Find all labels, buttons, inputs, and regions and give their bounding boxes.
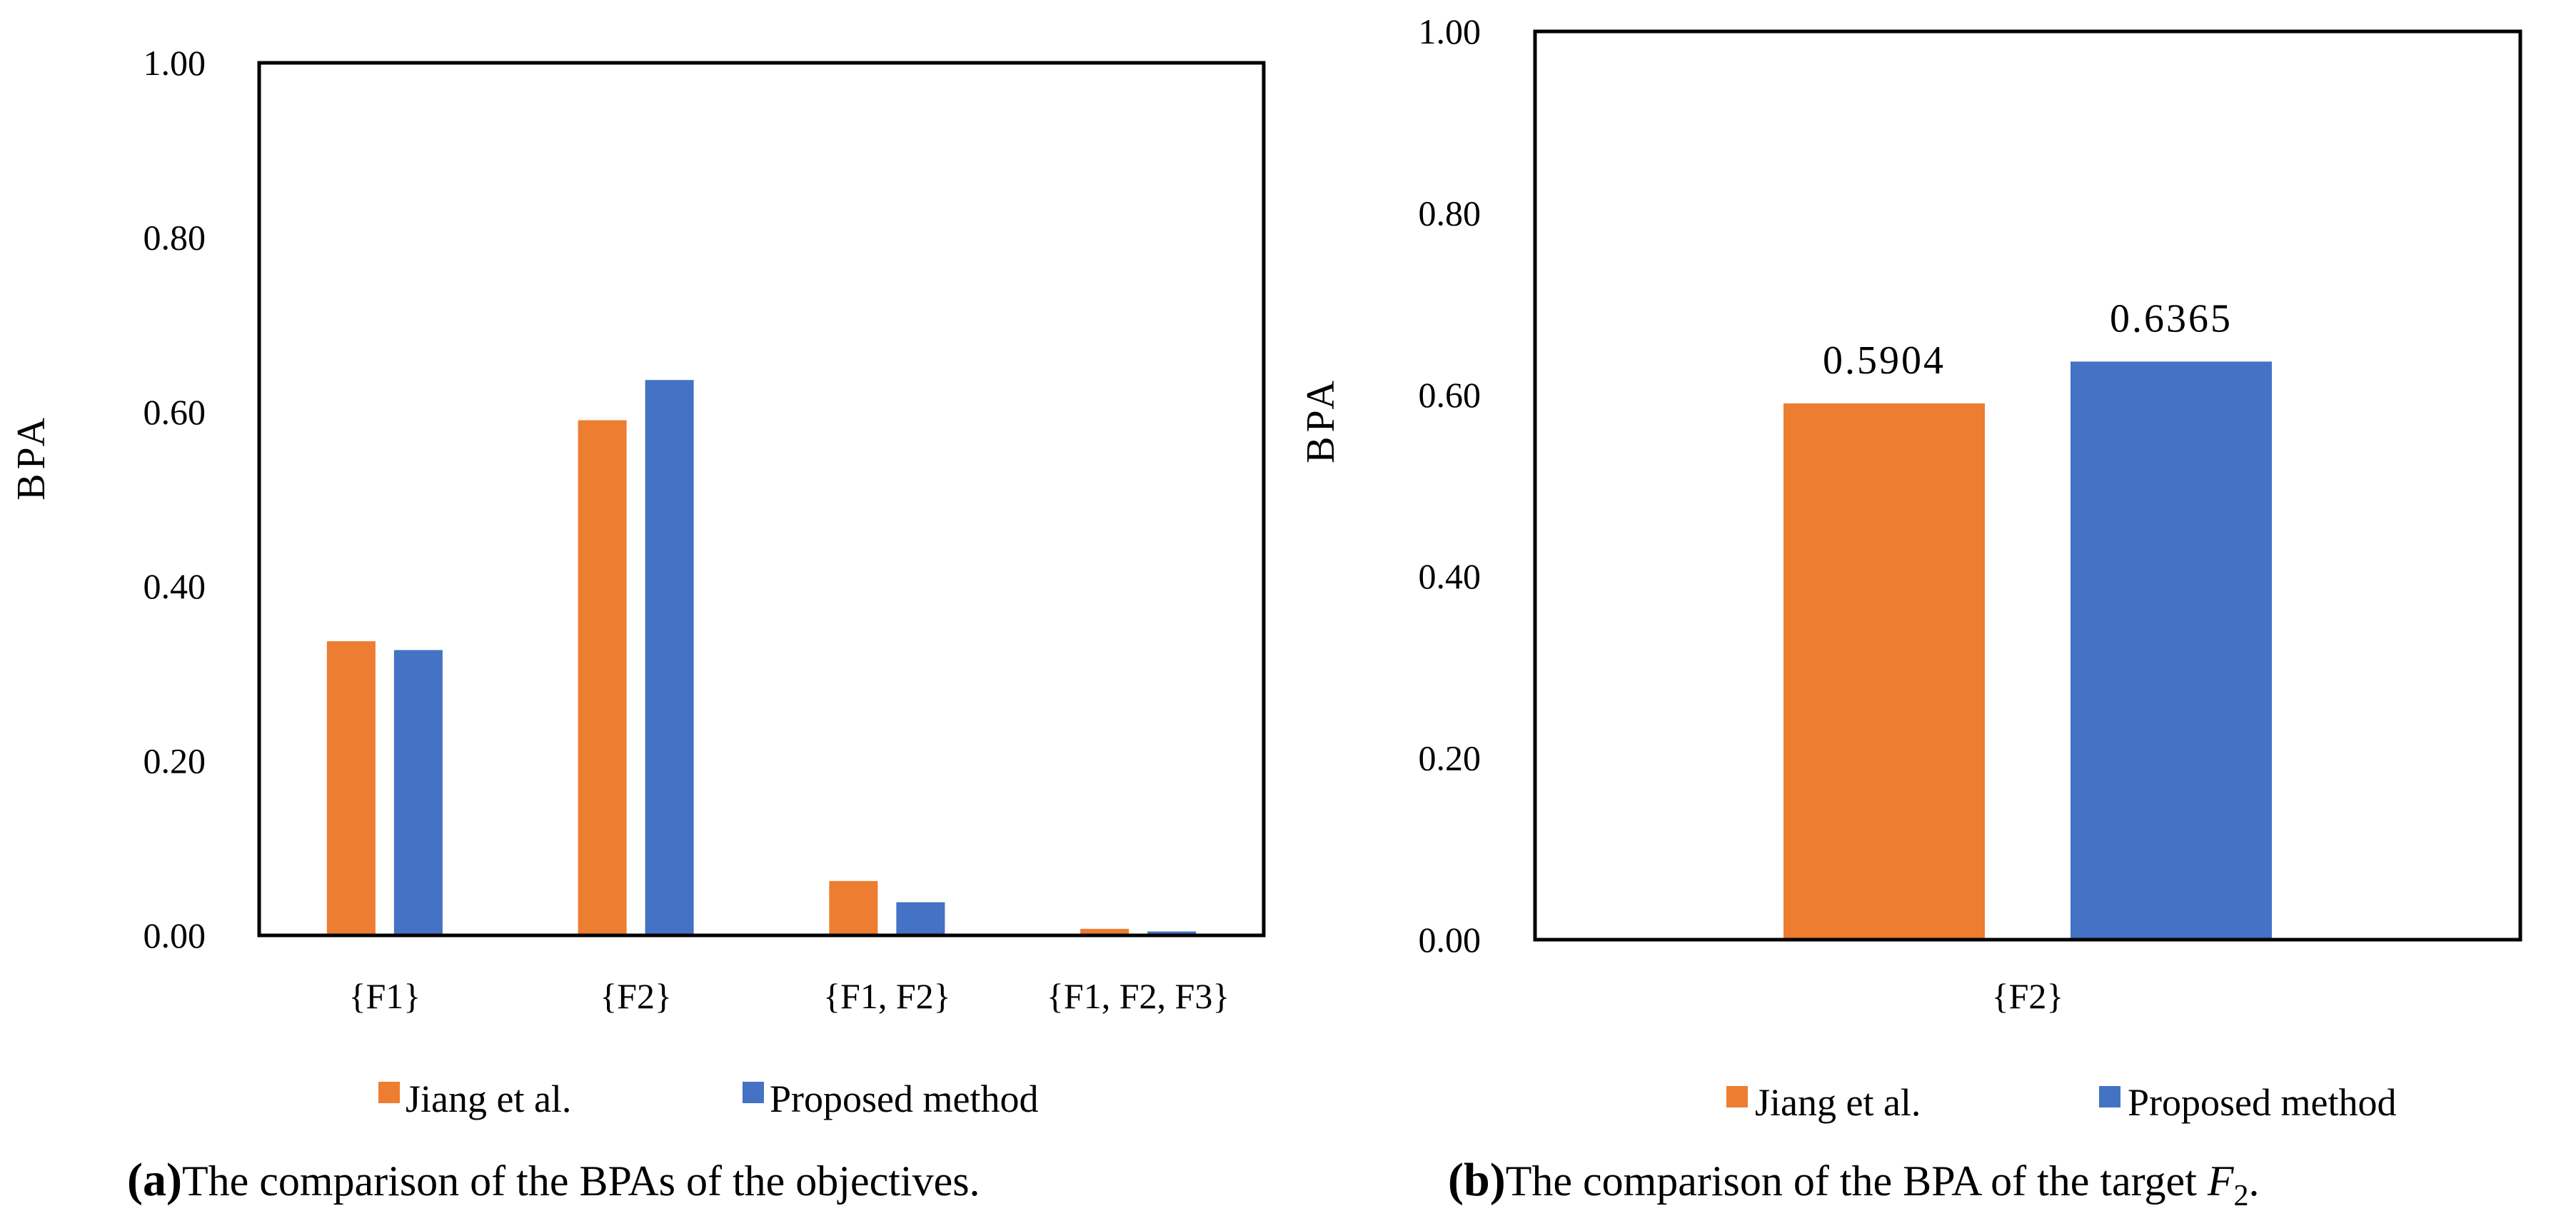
legend-swatch-jiang bbox=[1726, 1086, 1748, 1107]
chart-a-caption: (a)The comparison of the BPAs of the obj… bbox=[127, 1154, 980, 1206]
bar-proposed-0 bbox=[393, 650, 443, 935]
bar-proposed-1 bbox=[645, 380, 694, 935]
chart-a-plot-frame bbox=[257, 61, 1266, 938]
bar-jiang-1 bbox=[578, 420, 627, 935]
chart-a-ylabel: BPA bbox=[9, 413, 54, 501]
chart-b-y-ticks: 0.00 0.20 0.40 0.60 0.80 1.00 bbox=[1419, 11, 1481, 960]
legend-swatch-proposed bbox=[743, 1082, 764, 1103]
legend-label-jiang: Jiang et al. bbox=[406, 1077, 571, 1120]
bar-proposed-3 bbox=[1147, 931, 1197, 935]
chart-a-y-ticks: 0.00 0.20 0.40 0.60 0.80 1.00 bbox=[144, 43, 206, 955]
chart-b-plot-frame bbox=[1533, 29, 2522, 942]
chart-b-ytick-label: 1.00 bbox=[1419, 11, 1481, 51]
bar-jiang-3 bbox=[1080, 928, 1129, 935]
chart-b: BPA 0.00 0.20 0.40 0.60 0.80 1.00 0.5904 0.636… bbox=[1299, 11, 2522, 1212]
chart-a-category-label: {F2} bbox=[600, 976, 672, 1016]
chart-a-category-label: {F1, F2} bbox=[823, 976, 951, 1016]
data-label-jiang: 0.5904 bbox=[1823, 338, 1946, 383]
chart-a-ytick-label: 0.00 bbox=[144, 915, 206, 955]
chart-b-ytick-label: 0.20 bbox=[1419, 738, 1481, 778]
chart-a-category-label: {F1} bbox=[348, 976, 421, 1016]
bar-proposed bbox=[2071, 361, 2272, 940]
chart-a-ytick-label: 0.60 bbox=[144, 392, 206, 432]
bar-jiang-0 bbox=[326, 641, 376, 935]
chart-a-ytick-label: 1.00 bbox=[144, 43, 206, 83]
chart-a-categories: {F1} {F2} {F1, F2} {F1, F2, F3} bbox=[348, 976, 1229, 1016]
legend-label-proposed: Proposed method bbox=[770, 1077, 1038, 1120]
chart-b-ytick-label: 0.00 bbox=[1419, 920, 1481, 960]
chart-b-caption: (b)The comparison of the BPA of the targ… bbox=[1448, 1154, 2260, 1212]
chart-b-data-labels: 0.5904 0.6365 bbox=[1823, 296, 2233, 383]
legend-label-proposed: Proposed method bbox=[2128, 1081, 2396, 1124]
legend-swatch-jiang bbox=[378, 1082, 400, 1103]
chart-a-ytick-label: 0.80 bbox=[144, 217, 206, 257]
legend-label-jiang: Jiang et al. bbox=[1755, 1081, 1921, 1124]
chart-b-legend: Jiang et al. Proposed method bbox=[1726, 1081, 2396, 1124]
chart-a: BPA 0.000.200.400.600.801.00 {F1} {F2} {F1… bbox=[9, 43, 1266, 1206]
chart-b-categories: {F2} bbox=[1992, 976, 2064, 1016]
chart-a-category-label: {F1, F2, F3} bbox=[1047, 976, 1229, 1016]
chart-b-ytick-label: 0.40 bbox=[1419, 556, 1481, 596]
chart-b-ylabel: BPA bbox=[1299, 376, 1343, 463]
bar-jiang bbox=[1783, 403, 1985, 940]
data-label-proposed: 0.6365 bbox=[2110, 296, 2233, 341]
chart-a-ytick-label: 0.40 bbox=[144, 566, 206, 606]
chart-b-bars bbox=[1783, 361, 2272, 940]
legend-swatch-proposed bbox=[2099, 1086, 2120, 1107]
chart-a-bars bbox=[326, 380, 1197, 935]
chart-a-legend: Jiang et al. Proposed method bbox=[378, 1077, 1038, 1120]
bar-jiang-2 bbox=[829, 880, 878, 935]
chart-b-ytick-label: 0.80 bbox=[1419, 193, 1481, 233]
chart-a-ytick-label: 0.20 bbox=[144, 741, 206, 781]
chart-b-ytick-label: 0.60 bbox=[1419, 375, 1481, 415]
bar-proposed-2 bbox=[896, 902, 945, 935]
chart-b-category-label: {F2} bbox=[1992, 976, 2064, 1016]
